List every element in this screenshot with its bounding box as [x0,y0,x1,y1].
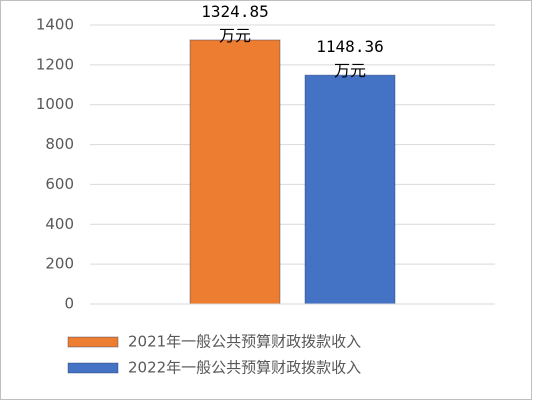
data-label: 1148.36万元 [316,37,384,81]
y-tick-label: 800 [45,135,74,153]
legend-swatch [67,336,119,348]
legend-swatch [67,362,119,374]
y-tick-label: 1000 [36,95,74,113]
y-tick-label: 200 [45,255,74,273]
bar [304,74,396,305]
y-tick-label: 0 [64,295,74,313]
y-tick-label: 400 [45,215,74,233]
legend-label: 2021年一般公共预算财政拨款收入 [128,333,361,351]
data-label: 1324.85万元 [201,1,269,45]
legend-label: 2022年一般公共预算财政拨款收入 [128,359,361,377]
y-tick-label: 1200 [36,55,74,73]
y-tick-label: 600 [45,175,74,193]
y-tick-label: 1400 [36,16,74,34]
bar [189,39,281,305]
